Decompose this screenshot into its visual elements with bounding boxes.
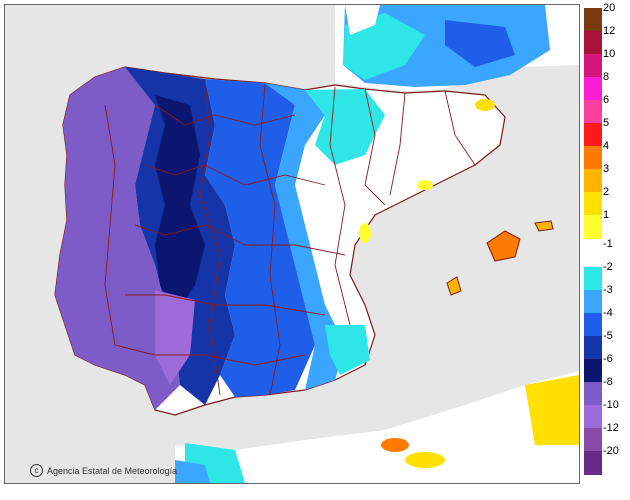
legend-label: -20 (603, 445, 619, 457)
legend-label: 6 (603, 94, 610, 106)
legend-entry: -8 (584, 376, 630, 406)
legend-entry: 12 (584, 25, 630, 55)
legend-label: -4 (603, 307, 613, 319)
legend-entry: 2 (584, 186, 630, 216)
legend-entry: -2 (584, 261, 630, 291)
legend-label: 8 (603, 71, 610, 83)
legend-label: 12 (603, 25, 616, 37)
legend-entry: -6 (584, 353, 630, 383)
color-legend: 20 12 10 8 6 5 4 3 2 1 -1 -2 -3 -4 -5 -6 -8 -10 -12 -20 (584, 2, 630, 480)
legend-swatch (584, 290, 602, 314)
ibiza-island (446, 276, 462, 296)
legend-label: -8 (603, 376, 613, 388)
legend-entry: 6 (584, 94, 630, 124)
legend-entry: 3 (584, 163, 630, 193)
legend-swatch (584, 123, 602, 147)
legend-label: -3 (603, 284, 613, 296)
legend-entry: -20 (584, 445, 630, 475)
legend-label: 2 (603, 186, 610, 198)
africa-orange-spot (381, 438, 409, 452)
legend-swatch (584, 428, 602, 452)
legend-swatch (584, 382, 602, 406)
legend-entry: -3 (584, 284, 630, 314)
legend-swatch (584, 146, 602, 170)
legend-entry: -12 (584, 422, 630, 452)
legend-entry: -5 (584, 330, 630, 360)
legend-label: -1 (603, 238, 613, 250)
legend-swatch (584, 54, 602, 78)
legend-label: -2 (603, 261, 613, 273)
legend-entry: -4 (584, 307, 630, 337)
africa-lightblue-zone (175, 460, 210, 483)
legend-swatch (584, 267, 602, 291)
east-lightblue-zone (265, 83, 345, 390)
legend-swatch (584, 169, 602, 193)
legend-label: -5 (603, 330, 613, 342)
portugal-violet-zone (55, 67, 180, 410)
legend-label: -10 (603, 399, 619, 411)
legend-label: 3 (603, 163, 610, 175)
legend-swatch (584, 31, 602, 55)
east-blue-zone (205, 79, 315, 397)
legend-swatch (584, 336, 602, 360)
legend-entry: 10 (584, 48, 630, 78)
legend-label: 1 (603, 209, 610, 221)
north-africa-land (175, 371, 579, 483)
mallorca-island (486, 230, 521, 262)
legend-swatch (584, 451, 602, 475)
central-navy-zone (155, 95, 205, 315)
africa-yellow-spot (405, 452, 445, 468)
france-cyan-zone (343, 13, 425, 80)
legend-entry: -10 (584, 399, 630, 429)
legend-label: -6 (603, 353, 613, 365)
map-frame (4, 4, 580, 484)
legend-label: 10 (603, 48, 616, 60)
legend-label: 4 (603, 140, 610, 152)
warm-spot-e (417, 180, 433, 190)
legend-swatch (584, 100, 602, 124)
legend-swatch (584, 77, 602, 101)
temperature-anomaly-map (54, 5, 579, 483)
legend-swatch (584, 8, 602, 32)
menorca-island (534, 220, 554, 232)
legend-swatch (584, 215, 602, 239)
province-borders (104, 78, 476, 396)
credit-text: Agencia Estatal de Meteorología (47, 465, 178, 476)
france-dark-zone (445, 20, 515, 67)
legend-entry: 5 (584, 117, 630, 147)
legend-entry: -1 (584, 238, 630, 268)
warm-spot-valencia (359, 223, 371, 243)
legend-swatch (584, 192, 602, 216)
agency-credit: c Agencia Estatal de Meteorología (30, 464, 177, 477)
legend-label: 5 (603, 117, 610, 129)
legend-swatch (584, 405, 602, 429)
southeast-cyan-zone (325, 325, 370, 375)
legend-swatch (584, 359, 602, 383)
northeast-cyan-zone (305, 89, 385, 165)
legend-entry: 1 (584, 209, 630, 239)
copyright-icon: c (30, 464, 43, 477)
south-violet-zone (155, 290, 195, 385)
legend-swatch (584, 313, 602, 337)
legend-label: -12 (603, 422, 619, 434)
africa-warm-zone (525, 375, 579, 445)
legend-entry: 20 (584, 2, 630, 32)
legend-label: 20 (603, 2, 616, 14)
france-white (345, 5, 380, 35)
warm-spot-ne (475, 99, 495, 111)
legend-entry: 4 (584, 140, 630, 170)
legend-entry: 8 (584, 71, 630, 101)
legend-swatch (584, 244, 602, 268)
